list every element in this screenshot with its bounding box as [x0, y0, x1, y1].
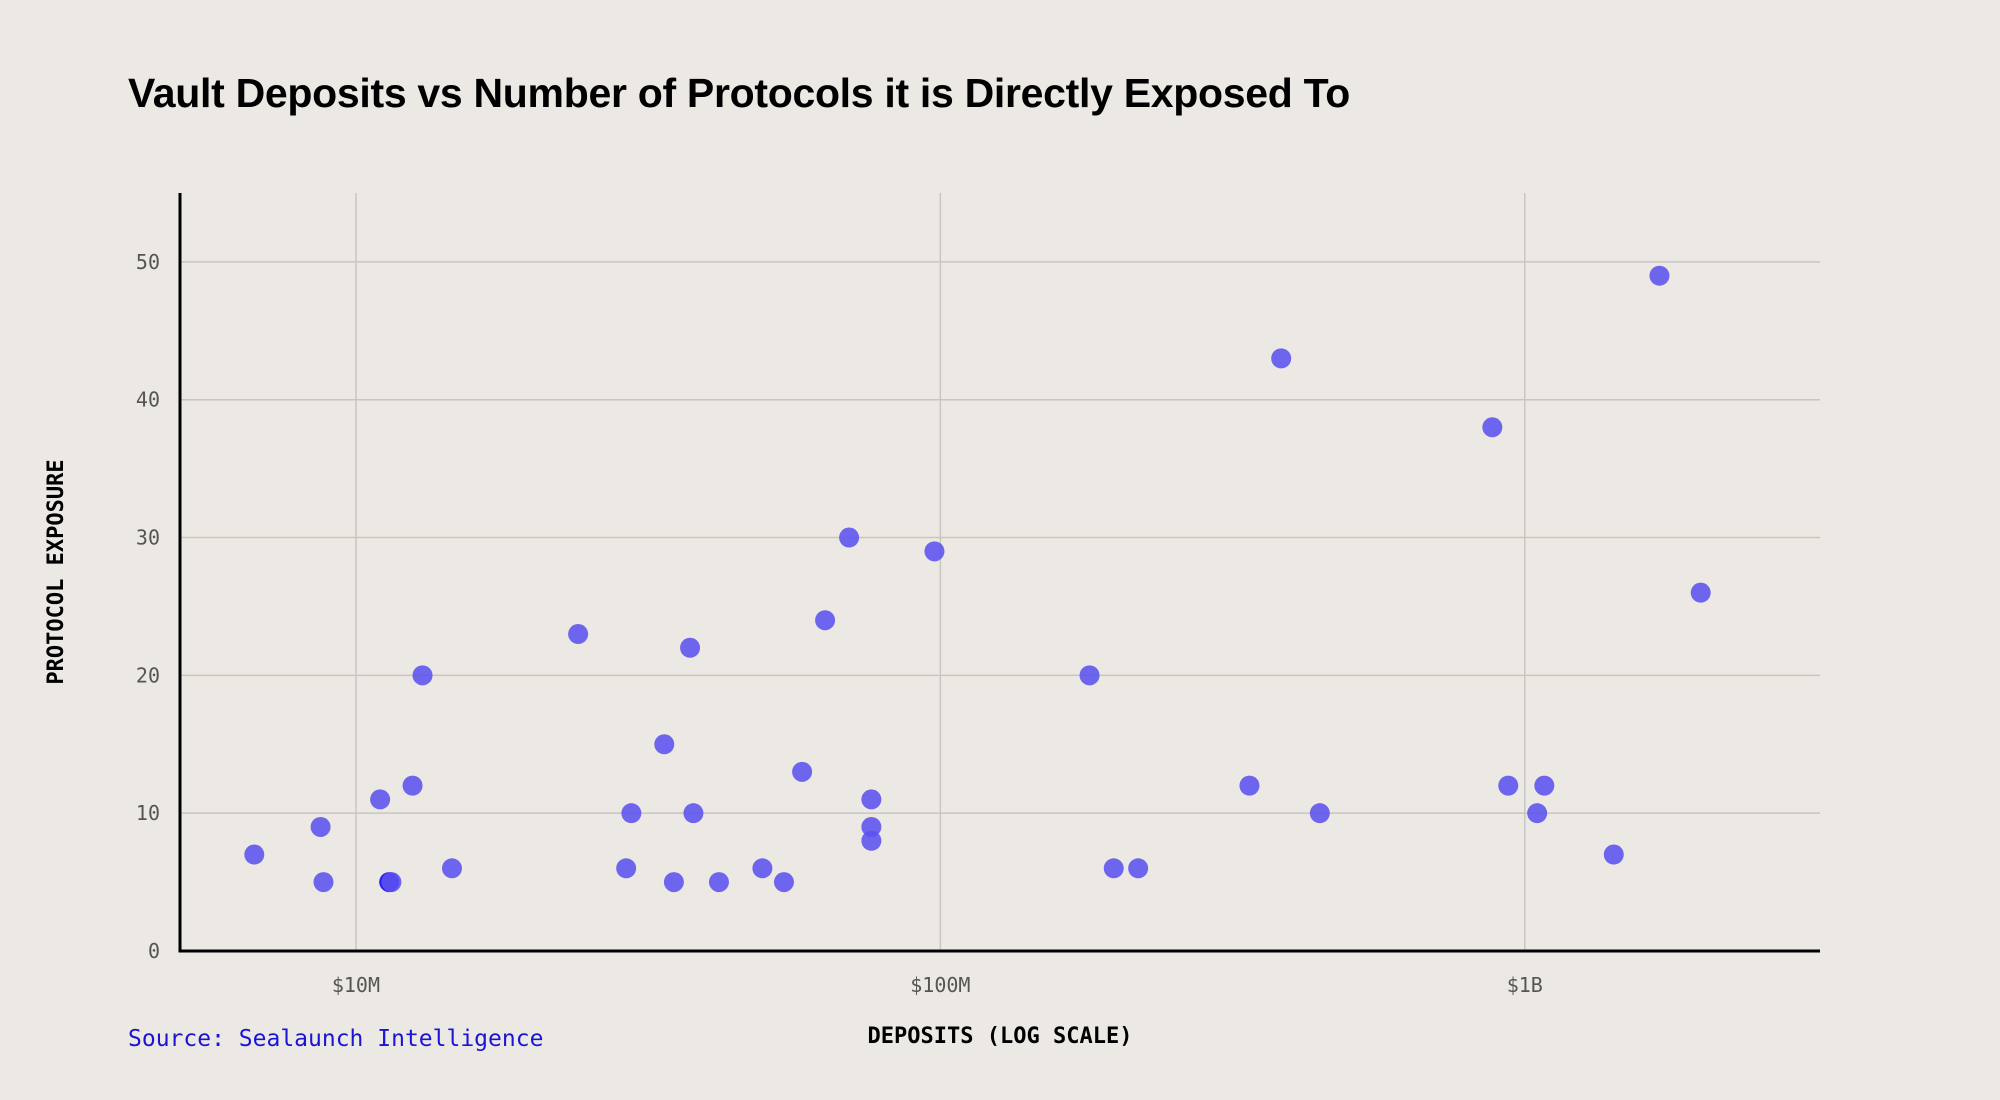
data-point: [1482, 417, 1503, 438]
x-tick-label: $1B: [1507, 973, 1543, 997]
data-point: [708, 872, 729, 893]
data-point: [1498, 775, 1519, 796]
x-tick-label: $10M: [332, 973, 380, 997]
data-point: [861, 789, 882, 810]
y-axis-title: PROTOCOL EXPOSURE: [44, 459, 69, 684]
data-point: [1103, 858, 1124, 879]
data-point: [773, 872, 794, 893]
data-point: [568, 624, 589, 645]
data-point: [861, 816, 882, 837]
data-point: [616, 858, 637, 879]
tick-layer: 0 10 20 30 40 50 $10M $100M $1B: [136, 250, 1543, 997]
y-tick-label: 20: [136, 663, 160, 687]
data-point: [412, 665, 433, 686]
x-tick-label: $100M: [910, 973, 970, 997]
data-point: [683, 803, 704, 824]
data-point: [1690, 582, 1711, 603]
data-point: [381, 872, 402, 893]
data-point: [402, 775, 423, 796]
data-point: [680, 637, 701, 658]
data-point: [752, 858, 773, 879]
y-tick-label: 0: [148, 939, 160, 963]
data-point: [310, 816, 331, 837]
data-point: [370, 789, 391, 810]
source-text: Source: Sealaunch Intelligence: [128, 1026, 544, 1052]
data-point: [815, 610, 836, 631]
x-axis-title: DEPOSITS (LOG SCALE): [868, 1024, 1133, 1049]
y-tick-label: 30: [136, 526, 160, 550]
data-point: [313, 872, 334, 893]
chart-title: Vault Deposits vs Number of Protocols it…: [128, 70, 1351, 116]
data-point: [1271, 348, 1292, 369]
data-point: [621, 803, 642, 824]
data-point: [1649, 265, 1670, 286]
point-layer: [244, 265, 1711, 893]
data-point: [1603, 844, 1624, 865]
grid-layer: [180, 193, 1820, 951]
data-point: [1128, 858, 1149, 879]
data-point: [1309, 803, 1330, 824]
data-point: [861, 830, 882, 851]
y-tick-label: 40: [136, 388, 160, 412]
data-point: [654, 734, 675, 755]
data-point: [839, 527, 860, 548]
data-point: [244, 844, 265, 865]
data-point: [924, 541, 945, 562]
data-point: [1527, 803, 1548, 824]
y-tick-label: 10: [136, 801, 160, 825]
y-tick-label: 50: [136, 250, 160, 274]
data-point: [1534, 775, 1555, 796]
data-point: [792, 761, 813, 782]
data-point: [441, 858, 462, 879]
axis-layer: [178, 193, 1820, 953]
data-point: [1239, 775, 1260, 796]
data-point: [1079, 665, 1100, 686]
data-point: [663, 872, 684, 893]
